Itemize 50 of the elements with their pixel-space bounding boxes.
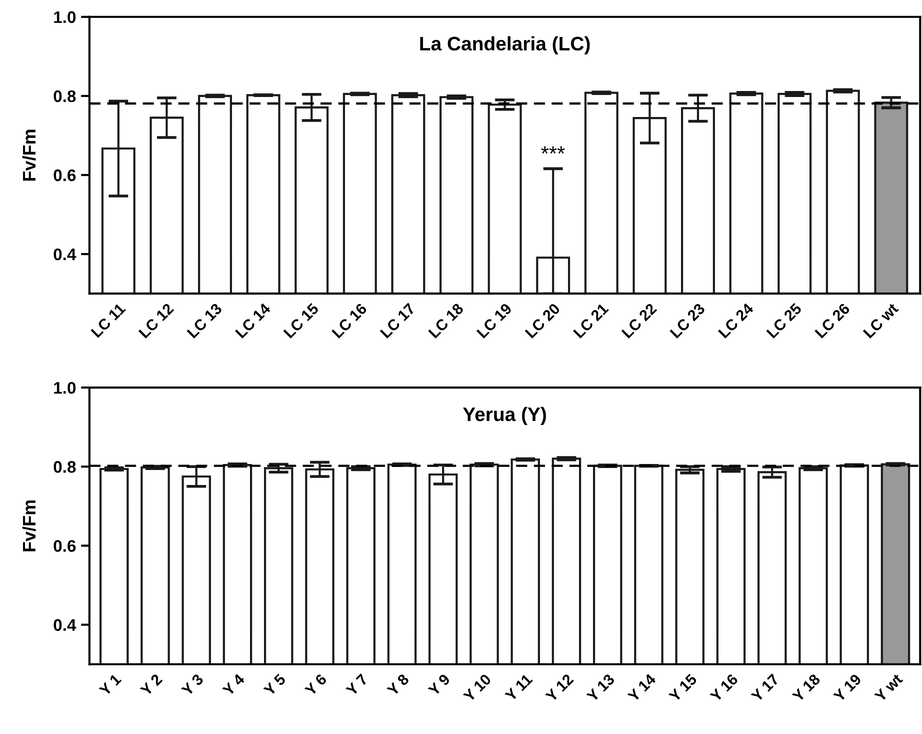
x-tick-label: LC 23 [670, 302, 706, 339]
x-tick-label: LC 11 [90, 302, 126, 338]
x-tick-label: Y 8 [386, 673, 410, 696]
x-tick-label: Y 11 [504, 673, 533, 702]
x-tick-label: Y 6 [304, 673, 328, 696]
y-tick-label: 1.0 [54, 11, 76, 24]
x-tick-label: LC 13 [186, 302, 223, 339]
y-tick-label: 1.0 [54, 382, 76, 394]
x-tick-label: LC 18 [428, 302, 464, 339]
x-tick-label: Y wt [874, 673, 904, 702]
y-axis-title: Fv/Fm [22, 500, 36, 552]
x-tick-label: Y 1 [98, 673, 122, 696]
y-tick-label: 0.4 [54, 619, 76, 631]
x-tick-label: Y 19 [832, 673, 862, 702]
x-tick-label: LC 21 [572, 302, 610, 339]
x-tick-label: Y 18 [792, 673, 821, 702]
text: La Candelaria (LC) [420, 36, 590, 54]
y-tick-label: 0.6 [54, 540, 76, 552]
x-tick-label: LC 16 [331, 302, 368, 339]
x-tick-label: Y 3 [180, 673, 204, 696]
x-tick-label: Y 2 [140, 673, 163, 696]
x-tick-label: LC 26 [814, 302, 850, 339]
x-tick-label: Y 9 [428, 673, 451, 696]
y-tick-label: 0.6 [54, 169, 76, 182]
x-tick-label: Y 10 [462, 673, 492, 702]
x-tick-label: LC 12 [138, 302, 174, 339]
x-tick-label: Y 5 [263, 673, 286, 696]
y-tick-label: 0.8 [54, 90, 76, 102]
x-tick-label: Y 16 [709, 673, 739, 702]
x-tick-label: LC 19 [476, 302, 512, 339]
y-axis-title: Fv/Fm [22, 130, 36, 181]
x-tick-label: Y 17 [750, 673, 780, 702]
x-tick-label: Y 15 [668, 673, 698, 702]
x-tick-label: Y 4 [222, 673, 246, 696]
x-tick-label: LC 22 [621, 302, 658, 339]
x-tick-label: LC 24 [718, 302, 754, 339]
y-tick-label: 0.8 [54, 461, 76, 473]
x-tick-label: LC 20 [524, 302, 561, 339]
x-tick-label: Y 7 [345, 673, 368, 696]
x-tick-label: LC 14 [234, 302, 272, 339]
x-tick-label: LC 15 [283, 302, 320, 339]
x-tick-label: LC 17 [380, 302, 416, 339]
x-tick-label: Y 12 [544, 673, 574, 702]
x-tick-label: Y 13 [586, 673, 616, 702]
x-tick-label: LC 25 [766, 302, 802, 339]
x-tick-label: Y 14 [627, 673, 657, 702]
y-tick-label: 0.4 [54, 248, 76, 260]
text: Yerua (Y) [462, 406, 546, 426]
x-tick-label: LC wt [862, 302, 899, 339]
annotation: *** [541, 146, 565, 154]
